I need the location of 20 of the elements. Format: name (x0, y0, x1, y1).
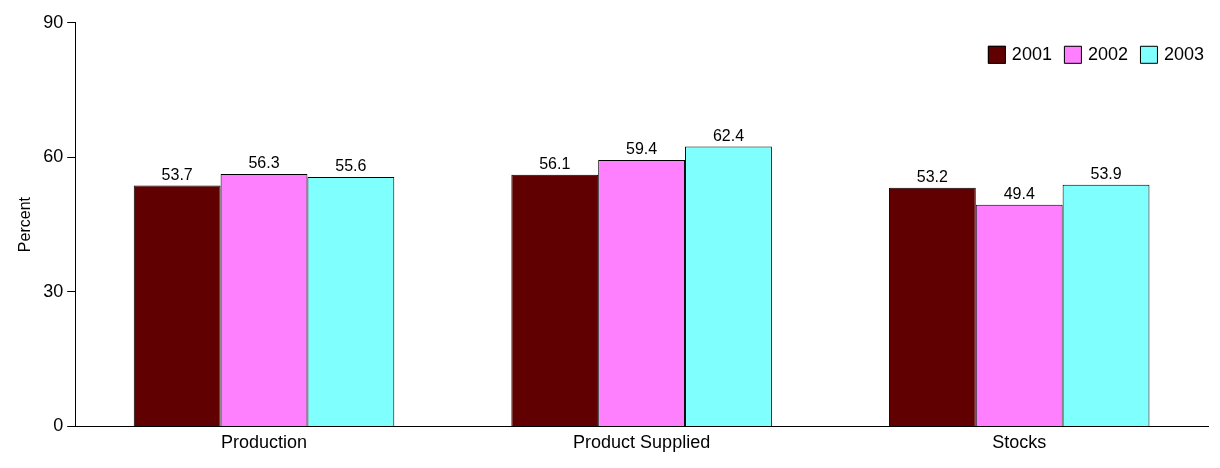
y-tick-label: 60 (43, 146, 64, 167)
data-label: 59.4 (626, 140, 658, 158)
y-tick-label: 0 (53, 415, 64, 436)
x-tick-label: Product Supplied (573, 432, 711, 453)
legend-label: 2001 (1011, 43, 1052, 64)
legend-label: 2003 (1163, 43, 1204, 64)
y-tick-label: 90 (43, 11, 64, 32)
x-tick-label: Production (220, 432, 308, 453)
x-tick-label: Stocks (992, 432, 1047, 453)
data-label: 62.4 (712, 126, 745, 144)
y-axis-title: Percent (16, 196, 34, 253)
data-label: 53.9 (1090, 165, 1122, 183)
data-label: 53.2 (916, 168, 949, 186)
y-tick-label: 30 (43, 280, 64, 301)
data-label: 49.4 (1003, 185, 1035, 203)
data-label: 55.6 (335, 157, 367, 175)
data-label: 56.1 (539, 155, 571, 173)
legend-label: 2002 (1087, 43, 1128, 64)
data-label: 53.7 (161, 165, 193, 183)
data-label: 56.3 (248, 154, 280, 172)
